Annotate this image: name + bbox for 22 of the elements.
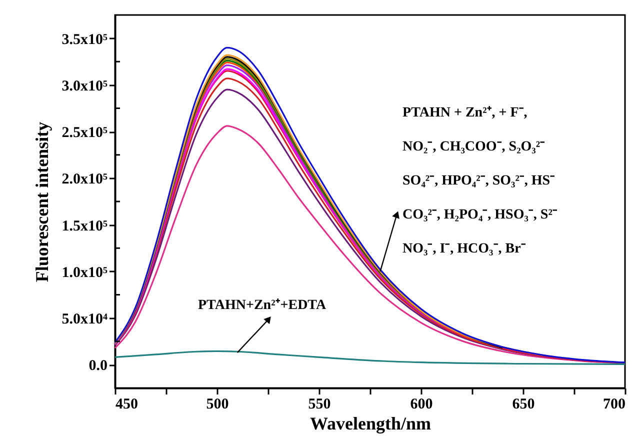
x-tick-label: 550	[308, 396, 331, 412]
x-tick-label: 650	[512, 396, 535, 412]
annotation: SO₄²⁻, HPO₄²⁻, SO₃²⁻, HS⁻	[402, 173, 556, 188]
x-tick-label: 700	[603, 396, 626, 412]
annotation: NO₃⁻, I⁻, HCO₃⁻, Br⁻	[402, 241, 526, 256]
annotation: PTAHN + Zn²⁺, + F⁻,	[402, 105, 528, 120]
annotation: CO₃²⁻, H₂PO₄⁻, HSO₃⁻, S²⁻	[402, 207, 558, 222]
y-axis-title: Fluorescent intensity	[32, 122, 52, 282]
y-tick-label: 2.0x10⁵	[62, 172, 108, 188]
x-tick-label: 500	[206, 396, 229, 412]
annotation: NO₂⁻, CH₃COO⁻, S₂O₃²⁻	[402, 139, 546, 154]
y-tick-label: 2.5x10⁵	[62, 125, 108, 142]
annotation: PTAHN+Zn²⁺+EDTA	[198, 298, 327, 313]
y-tick-label: 0.0	[88, 358, 108, 374]
x-axis-title: Wavelength/nm	[310, 414, 432, 434]
y-tick-label: 1.5x10⁵	[62, 218, 108, 234]
y-tick-label: 3.0x10⁵	[62, 78, 108, 94]
x-tick-label: 450	[116, 396, 138, 412]
y-tick-label: 3.5x10⁵	[62, 32, 108, 48]
y-tick-label: 1.0x10⁵	[62, 264, 108, 281]
x-tick-label: 600	[410, 396, 433, 412]
y-tick-label: 5.0x10⁴	[62, 312, 108, 328]
